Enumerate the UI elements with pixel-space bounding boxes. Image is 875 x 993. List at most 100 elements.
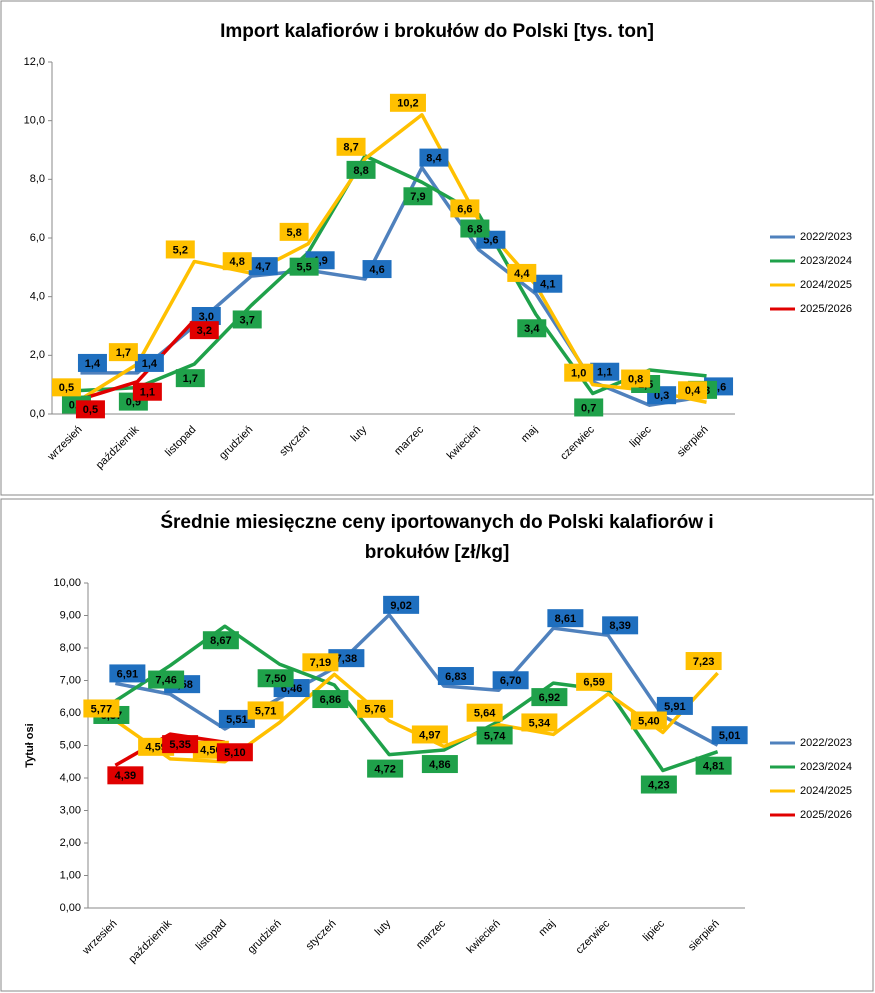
value-label-box: [460, 219, 490, 238]
value-label-box: [257, 669, 294, 688]
value-label: 3,0: [199, 311, 214, 323]
value-label-box: [108, 343, 138, 362]
y-tick-label: 6,00: [60, 707, 81, 719]
value-label-box: [678, 381, 708, 400]
value-label-box: [640, 775, 677, 794]
value-label-box: [547, 609, 584, 628]
value-label: 1,4: [142, 358, 158, 370]
value-label-box: [492, 671, 529, 690]
y-tick-label: 1,00: [60, 869, 81, 881]
value-label: 5,76: [364, 704, 385, 716]
value-label: 5,77: [91, 703, 112, 715]
y-tick-label: 9,00: [60, 609, 81, 621]
value-label: 5,10: [224, 747, 245, 759]
value-label: 5,34: [529, 717, 551, 729]
value-label: 5,2: [173, 244, 188, 256]
y-tick-label: 10,0: [24, 115, 45, 127]
value-label: 1,1: [597, 367, 612, 379]
value-label: 8,7: [343, 142, 358, 154]
y-tick-label: 2,0: [30, 349, 45, 361]
value-label-box: [202, 631, 239, 650]
value-label: 0,7: [581, 402, 596, 414]
value-label-box: [533, 274, 563, 293]
value-label: 0,5: [83, 404, 98, 416]
value-label-box: [148, 670, 185, 689]
value-label: 7,23: [693, 656, 714, 668]
value-label-box: [576, 672, 613, 691]
value-label-box: [357, 699, 394, 718]
value-label-box: [383, 595, 420, 614]
value-label: 6,70: [500, 675, 521, 687]
value-label-box: [222, 252, 252, 271]
value-label-box: [403, 187, 433, 206]
y-tick-label: 3,00: [60, 804, 81, 816]
value-label: 6,6: [457, 203, 472, 215]
value-label-box: [336, 137, 366, 156]
value-label: 0,5: [59, 382, 74, 394]
chart-title: Średnie miesięczne ceny iportowanych do …: [160, 511, 713, 563]
value-label: 1,0: [571, 368, 586, 380]
value-label: 5,8: [286, 227, 301, 239]
y-tick-label: 8,00: [60, 642, 81, 654]
value-label-box: [247, 701, 284, 720]
series-line: [114, 732, 226, 767]
value-label: 4,1: [540, 279, 555, 291]
series-line: [80, 154, 707, 396]
value-label: 7,9: [410, 191, 425, 203]
value-label-box: [602, 616, 639, 635]
value-label: 5,01: [719, 730, 740, 742]
value-label: 5,51: [226, 714, 247, 726]
value-label-box: [77, 353, 107, 372]
value-label: 9,02: [390, 600, 411, 612]
series-line: [79, 318, 196, 402]
value-label-box: [248, 257, 278, 276]
legend-label: 2023/2024: [800, 761, 852, 773]
value-label-box: [51, 378, 81, 397]
value-label: 4,39: [115, 770, 136, 782]
value-label-box: [574, 398, 604, 417]
value-label: 5,40: [638, 715, 659, 727]
value-label: 8,67: [210, 635, 231, 647]
value-label-box: [656, 696, 693, 715]
value-label: 5,6: [483, 235, 498, 247]
value-label-box: [419, 148, 449, 167]
y-tick-label: 10,00: [53, 577, 81, 589]
value-label: 0,8: [628, 373, 643, 385]
series-line: [79, 113, 707, 404]
value-label: 3,7: [240, 314, 255, 326]
value-label-box: [517, 319, 547, 338]
value-label-box: [531, 688, 568, 707]
value-label: 7,38: [336, 653, 357, 665]
value-label-box: [590, 362, 620, 381]
value-label: 4,23: [648, 779, 669, 791]
value-label: 7,19: [310, 657, 331, 669]
legend-label: 2024/2025: [800, 785, 852, 797]
value-label: 1,7: [183, 373, 198, 385]
legend-label: 2022/2023: [800, 231, 852, 243]
value-label: 4,4: [514, 268, 530, 280]
value-label-box: [421, 755, 458, 774]
value-label-box: [695, 756, 732, 775]
value-label-box: [232, 310, 262, 329]
value-label: 6,59: [583, 677, 604, 689]
y-tick-label: 0,00: [60, 902, 81, 914]
value-label: 8,39: [609, 620, 630, 632]
value-label-box: [312, 690, 349, 709]
value-label-box: [162, 735, 199, 754]
value-label-box: [507, 263, 537, 282]
value-label: 1,4: [85, 358, 101, 370]
value-label: 1,1: [140, 387, 155, 399]
y-tick-label: 5,00: [60, 739, 81, 751]
value-label-box: [175, 369, 205, 388]
y-tick-label: 7,00: [60, 674, 81, 686]
value-label: 5,74: [484, 730, 506, 742]
value-label: 6,86: [320, 694, 341, 706]
value-label-box: [216, 743, 253, 762]
value-label: 4,7: [256, 261, 271, 273]
value-label-box: [521, 713, 558, 732]
legend-label: 2022/2023: [800, 737, 852, 749]
value-label-box: [279, 222, 309, 241]
legend-label: 2025/2026: [800, 303, 852, 315]
value-label-box: [165, 240, 195, 259]
